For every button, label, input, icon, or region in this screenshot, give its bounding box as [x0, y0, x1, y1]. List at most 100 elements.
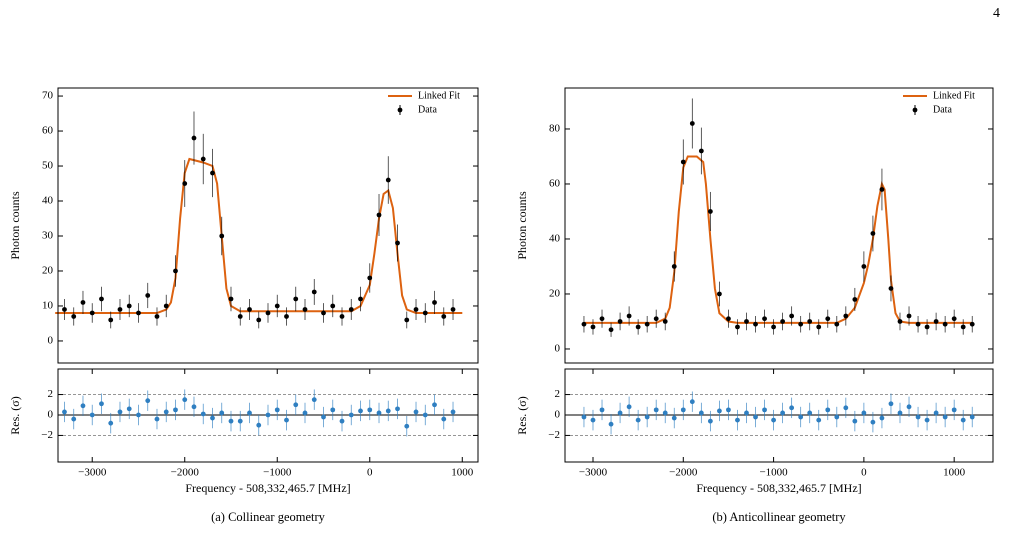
data-point [284, 417, 289, 423]
x-tick-label: −2000 [171, 467, 200, 479]
axes-frame [564, 87, 994, 364]
data-point [422, 412, 428, 418]
data-point [145, 398, 151, 404]
data-point [653, 407, 659, 413]
data-point [924, 417, 930, 423]
data-point [321, 414, 326, 420]
data-point [798, 321, 804, 327]
data-point [635, 417, 641, 423]
data-point [284, 314, 289, 319]
data-point [247, 410, 252, 416]
data-point [942, 414, 948, 420]
data-point [145, 293, 151, 298]
data-point [358, 296, 363, 302]
data-point [126, 406, 132, 412]
data-point [698, 148, 704, 154]
data-point [698, 410, 704, 416]
data-point [210, 170, 215, 176]
data-point [735, 417, 740, 423]
data-point [870, 231, 876, 236]
data-point [726, 316, 731, 322]
data-point [689, 121, 695, 126]
data-point [191, 135, 197, 141]
y-axis-label: Res. (σ) [515, 396, 529, 434]
data-point [404, 317, 410, 323]
data-point [726, 407, 731, 413]
data-point [274, 407, 280, 413]
y-tick-label: −2 [548, 429, 560, 441]
data-point [599, 316, 605, 322]
data-point [789, 405, 795, 411]
data-point [762, 407, 767, 413]
data-point [348, 412, 354, 418]
x-tick-label: 1000 [943, 467, 966, 479]
data-point [265, 412, 271, 418]
axes-frame [564, 368, 994, 463]
data-point [154, 314, 160, 319]
data-point [219, 233, 225, 239]
y-tick-label: 70 [42, 90, 54, 102]
x-tick-label: 0 [861, 467, 867, 479]
data-point [200, 156, 206, 162]
y-tick-label: 20 [549, 288, 561, 300]
data-point [385, 408, 391, 414]
data-point [182, 397, 188, 403]
y-tick-label: 40 [42, 195, 54, 207]
data-point [888, 286, 894, 291]
data-point [960, 324, 966, 330]
data-point [441, 416, 447, 422]
data-point [228, 418, 234, 424]
data-point [89, 310, 95, 316]
data-point [117, 307, 123, 312]
data-point [599, 407, 605, 413]
data-point [897, 410, 903, 416]
caption: (a) Collinear geometry [211, 510, 326, 524]
data-point [376, 410, 382, 416]
legend-label: Linked Fit [933, 90, 975, 101]
data-point [924, 324, 930, 330]
data-point [816, 417, 822, 423]
data-point [432, 300, 437, 305]
y-tick-label: 2 [555, 388, 561, 400]
x-tick-label: −1000 [759, 467, 788, 479]
data-point [404, 423, 410, 429]
data-point [680, 159, 686, 165]
data-point [680, 407, 686, 413]
x-axis-label: Frequency - 508,332,465.7 [MHz] [185, 481, 350, 495]
data-point [330, 407, 336, 413]
data-point [662, 410, 668, 416]
data-point [689, 399, 695, 405]
data-point [163, 303, 169, 309]
y-axis-label: Photon counts [8, 191, 22, 260]
data-point [861, 264, 867, 269]
legend-label: Data [418, 104, 437, 115]
data-point [879, 187, 885, 192]
data-point [62, 307, 67, 312]
data-point [906, 313, 912, 319]
data-point [117, 409, 123, 415]
data-point [834, 414, 840, 420]
data-point [247, 307, 252, 312]
x-tick-label: 1000 [451, 467, 474, 479]
data-point [717, 291, 722, 297]
data-point [173, 407, 178, 413]
data-point [951, 407, 957, 413]
data-point [888, 401, 894, 407]
data-point [933, 319, 939, 324]
data-point [608, 327, 614, 333]
x-axis-label: Frequency - 508,332,465.7 [MHz] [696, 481, 861, 495]
data-point [80, 403, 86, 409]
data-point [256, 317, 262, 323]
data-point [274, 303, 280, 309]
data-point [441, 314, 447, 319]
axes-frame [57, 368, 479, 463]
data-point [256, 422, 262, 428]
data-point [843, 313, 849, 319]
axes-frame [57, 87, 479, 364]
data-point [311, 397, 317, 403]
y-tick-label: 30 [42, 230, 54, 242]
data-point [870, 419, 876, 425]
y-tick-label: 0 [555, 409, 561, 421]
